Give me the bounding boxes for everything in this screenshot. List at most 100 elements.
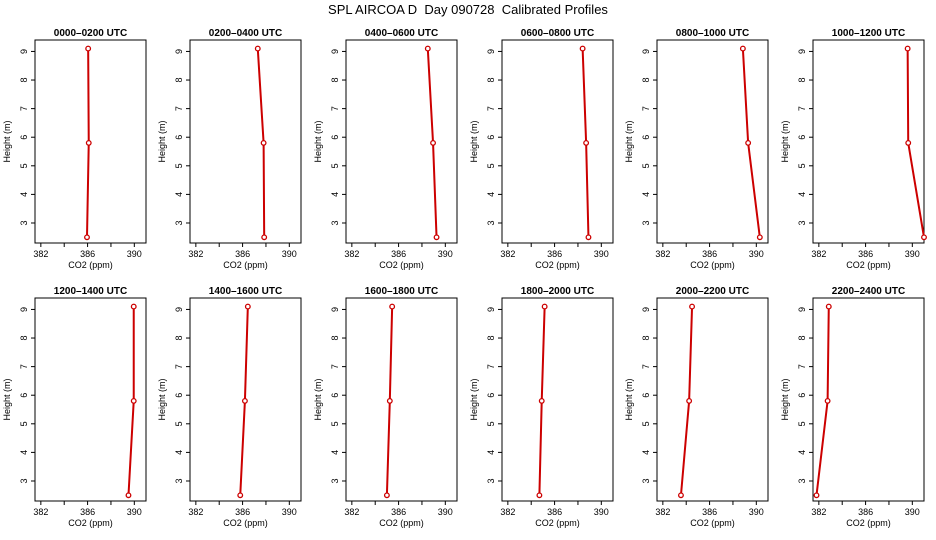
y-tick-label: 6 — [486, 393, 496, 398]
y-tick-label: 9 — [19, 49, 29, 54]
plot-frame — [501, 297, 614, 502]
y-tick-label: 7 — [641, 364, 651, 369]
y-tick-label: 8 — [641, 78, 651, 83]
y-axis-label: Height (m) — [313, 378, 323, 420]
data-point — [433, 234, 440, 241]
data-point — [583, 139, 590, 146]
y-tick-label: 6 — [641, 393, 651, 398]
y-tick-label: 5 — [19, 163, 29, 168]
panel-title: 1000–1200 UTC — [832, 28, 905, 39]
y-tick-label: 9 — [641, 307, 651, 312]
y-tick-label: 4 — [641, 450, 651, 455]
panel-title: 1400–1600 UTC — [209, 286, 282, 297]
panel-title: 0000–0200 UTC — [54, 28, 127, 39]
x-tick-label: 390 — [127, 249, 142, 259]
y-tick-label: 5 — [330, 421, 340, 426]
x-axis-label: CO2 (ppm) — [846, 260, 891, 270]
y-tick-label: 9 — [797, 49, 807, 54]
y-tick-label: 6 — [19, 135, 29, 140]
y-tick-label: 8 — [330, 78, 340, 83]
y-tick-label: 5 — [641, 421, 651, 426]
x-tick-label: 382 — [500, 507, 515, 517]
y-tick-label: 8 — [797, 78, 807, 83]
y-tick-label: 8 — [486, 336, 496, 341]
y-tick-label: 6 — [174, 135, 184, 140]
x-tick-label: 382 — [500, 249, 515, 259]
x-tick-label: 386 — [235, 507, 250, 517]
x-axis-label: CO2 (ppm) — [690, 260, 735, 270]
y-axis-label: Height (m) — [469, 378, 479, 420]
data-point — [825, 303, 832, 310]
plot-frame — [345, 297, 458, 502]
data-point — [739, 45, 746, 52]
panel-4: 0800–1000 UTC 382 386 390 3 4 5 6 7 8 9 CO2 (ppm) He… — [624, 28, 769, 270]
data-point — [424, 45, 431, 52]
y-tick-label: 8 — [486, 78, 496, 83]
x-axis-label: CO2 (ppm) — [846, 518, 891, 528]
y-tick-label: 5 — [797, 421, 807, 426]
data-point — [254, 45, 261, 52]
panel-title: 2000–2200 UTC — [676, 286, 749, 297]
y-axis-label: Height (m) — [157, 120, 167, 162]
y-tick-label: 3 — [330, 220, 340, 225]
y-tick-label: 4 — [174, 192, 184, 197]
x-tick-label: 390 — [438, 249, 453, 259]
y-tick-label: 3 — [641, 220, 651, 225]
y-tick-label: 4 — [486, 450, 496, 455]
y-axis-label: Height (m) — [780, 378, 790, 420]
x-tick-label: 390 — [594, 507, 609, 517]
y-tick-label: 9 — [19, 307, 29, 312]
panel-title: 1200–1400 UTC — [54, 286, 127, 297]
data-point — [241, 397, 248, 404]
data-point — [686, 397, 693, 404]
x-tick-label: 382 — [33, 249, 48, 259]
panel-title: 0600–0800 UTC — [521, 28, 594, 39]
x-tick-label: 390 — [594, 249, 609, 259]
y-tick-label: 7 — [19, 364, 29, 369]
data-point — [813, 492, 820, 499]
y-tick-label: 5 — [797, 163, 807, 168]
x-tick-label: 386 — [80, 249, 95, 259]
plot-frame — [501, 39, 614, 244]
y-tick-label: 6 — [174, 393, 184, 398]
data-point — [130, 397, 137, 404]
y-tick-label: 9 — [797, 307, 807, 312]
data-point — [85, 139, 92, 146]
panel-title: 0800–1000 UTC — [676, 28, 749, 39]
y-tick-label: 3 — [486, 478, 496, 483]
data-point — [84, 234, 90, 241]
data-point — [125, 492, 132, 499]
y-tick-label: 5 — [641, 163, 651, 168]
y-tick-label: 7 — [330, 364, 340, 369]
panel-title: 1800–2000 UTC — [521, 286, 594, 297]
y-tick-label: 9 — [174, 49, 184, 54]
y-tick-label: 7 — [19, 106, 29, 111]
data-point — [579, 45, 586, 52]
y-tick-label: 8 — [797, 336, 807, 341]
data-point — [85, 45, 92, 52]
panel-title: 0400–0600 UTC — [365, 28, 438, 39]
y-axis-label: Height (m) — [469, 120, 479, 162]
x-tick-label: 390 — [282, 249, 297, 259]
x-tick-label: 386 — [702, 507, 717, 517]
panel-title: 1600–1800 UTC — [365, 286, 438, 297]
x-tick-label: 386 — [702, 249, 717, 259]
y-tick-label: 5 — [486, 421, 496, 426]
x-tick-label: 382 — [188, 507, 203, 517]
y-tick-label: 8 — [174, 78, 184, 83]
x-tick-label: 382 — [811, 249, 826, 259]
y-tick-label: 7 — [641, 106, 651, 111]
y-tick-label: 6 — [797, 393, 807, 398]
panel-0: 0000–0200 UTC 382 386 390 3 4 5 6 7 8 9 CO2 (ppm) He… — [2, 28, 147, 270]
plot-frame — [812, 39, 925, 244]
x-tick-label: 390 — [282, 507, 297, 517]
x-axis-label: CO2 (ppm) — [68, 260, 113, 270]
panel-5: 1000–1200 UTC 382 386 390 3 4 5 6 7 8 9 CO2 (ppm) He… — [780, 28, 927, 270]
x-tick-label: 382 — [344, 249, 359, 259]
x-axis-label: CO2 (ppm) — [223, 518, 268, 528]
x-axis-label: CO2 (ppm) — [379, 260, 424, 270]
x-axis-label: CO2 (ppm) — [68, 518, 113, 528]
y-tick-label: 6 — [330, 135, 340, 140]
x-tick-label: 390 — [905, 249, 920, 259]
